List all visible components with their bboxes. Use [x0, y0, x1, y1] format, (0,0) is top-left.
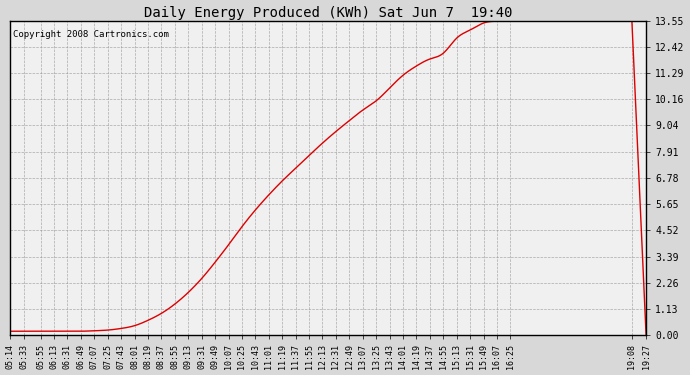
Title: Daily Energy Produced (KWh) Sat Jun 7  19:40: Daily Energy Produced (KWh) Sat Jun 7 19…	[144, 6, 512, 20]
Text: Copyright 2008 Cartronics.com: Copyright 2008 Cartronics.com	[13, 30, 169, 39]
